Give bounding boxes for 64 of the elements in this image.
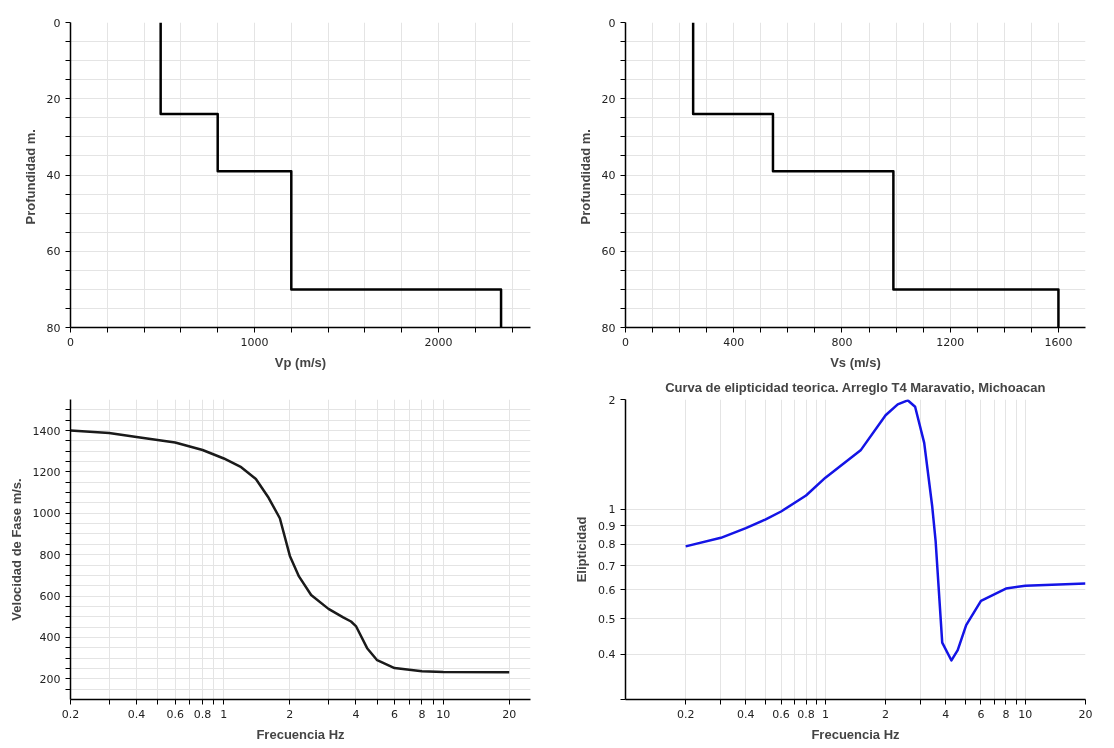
- y-tick-label: 0: [608, 16, 616, 30]
- x-tick-label: 0.6: [772, 707, 790, 721]
- x-tick-label: 2: [882, 707, 890, 721]
- x-tick-label: 1600: [1044, 335, 1073, 349]
- x-tick-label: 0.6: [166, 707, 184, 721]
- x-tick-label: 4: [942, 707, 950, 721]
- x-tick-label: 0.8: [797, 707, 815, 721]
- x-axis-title: Vp (m/s): [274, 354, 327, 370]
- y-tick-label: 0.7: [598, 559, 616, 573]
- x-tick-label: 4: [352, 707, 360, 721]
- x-tick-label: 6: [391, 707, 399, 721]
- x-axis-title: Frecuencia Hz: [811, 726, 901, 742]
- x-tick-label: 1200: [936, 335, 965, 349]
- x-axis-title: Vs (m/s): [830, 354, 881, 370]
- y-tick-label: 0.8: [598, 538, 616, 552]
- y-tick-label: 600: [39, 590, 61, 604]
- y-tick-label: 0: [53, 16, 61, 30]
- x-tick-label: 1: [821, 707, 829, 721]
- x-tick-label: 0.4: [127, 707, 146, 721]
- y-tick-label: 80: [601, 321, 616, 335]
- x-tick-label: 0.8: [193, 707, 212, 721]
- x-tick-label: 0: [67, 335, 74, 349]
- y-tick-label: 400: [39, 631, 61, 645]
- y-tick-label: 800: [39, 548, 61, 562]
- x-tick-label: 2000: [424, 335, 453, 349]
- x-tick-label: 800: [831, 335, 853, 349]
- x-tick-label: 1000: [240, 335, 269, 349]
- y-tick-label: 20: [601, 92, 616, 106]
- x-axis-title: Frecuencia Hz: [256, 726, 346, 742]
- y-tick-label: 0.6: [598, 583, 616, 597]
- y-tick-label: 60: [46, 245, 61, 259]
- y-tick-label: 80: [46, 321, 61, 335]
- y-axis-title: Elipticidad: [574, 516, 590, 583]
- y-axis-title: Velocidad de Fase m/s.: [8, 478, 24, 621]
- y-tick-label: 40: [601, 169, 616, 182]
- y-tick-label: 0.5: [598, 612, 616, 626]
- y-tick-label: 20: [46, 92, 61, 106]
- y-tick-label: 200: [39, 672, 61, 686]
- y-axis-title: Profundidad m.: [577, 129, 593, 225]
- y-axis-title: Profundidad m.: [22, 129, 38, 225]
- x-tick-label: 20: [502, 707, 517, 721]
- y-tick-label: 2: [608, 393, 616, 407]
- y-tick-label: 1400: [32, 424, 61, 438]
- x-tick-label: 10: [436, 707, 451, 721]
- x-tick-label: 20: [1078, 707, 1093, 721]
- y-tick-label: 1200: [32, 465, 61, 479]
- x-tick-label: 8: [1002, 707, 1010, 721]
- y-tick-label: 60: [601, 245, 616, 259]
- x-tick-label: 0.2: [676, 707, 695, 721]
- y-tick-label: 40: [46, 169, 61, 182]
- y-tick-label: 1: [608, 503, 616, 517]
- x-tick-label: 10: [1018, 707, 1033, 721]
- x-tick-label: 8: [418, 707, 426, 721]
- x-tick-label: 0: [622, 335, 629, 349]
- x-tick-label: 400: [723, 335, 745, 349]
- y-tick-label: 1000: [32, 507, 61, 521]
- y-tick-label: 0.9: [598, 519, 616, 533]
- y-tick-label: 0.4: [598, 648, 616, 662]
- x-tick-label: 2: [286, 707, 294, 721]
- x-tick-label: 0.2: [61, 707, 80, 721]
- x-tick-label: 1: [220, 707, 228, 721]
- x-tick-label: 6: [977, 707, 985, 721]
- x-tick-label: 0.4: [737, 707, 755, 721]
- chart-title: Curva de elipticidad teorica. Arreglo T4 Maravatio, Michoacan: [665, 379, 1046, 395]
